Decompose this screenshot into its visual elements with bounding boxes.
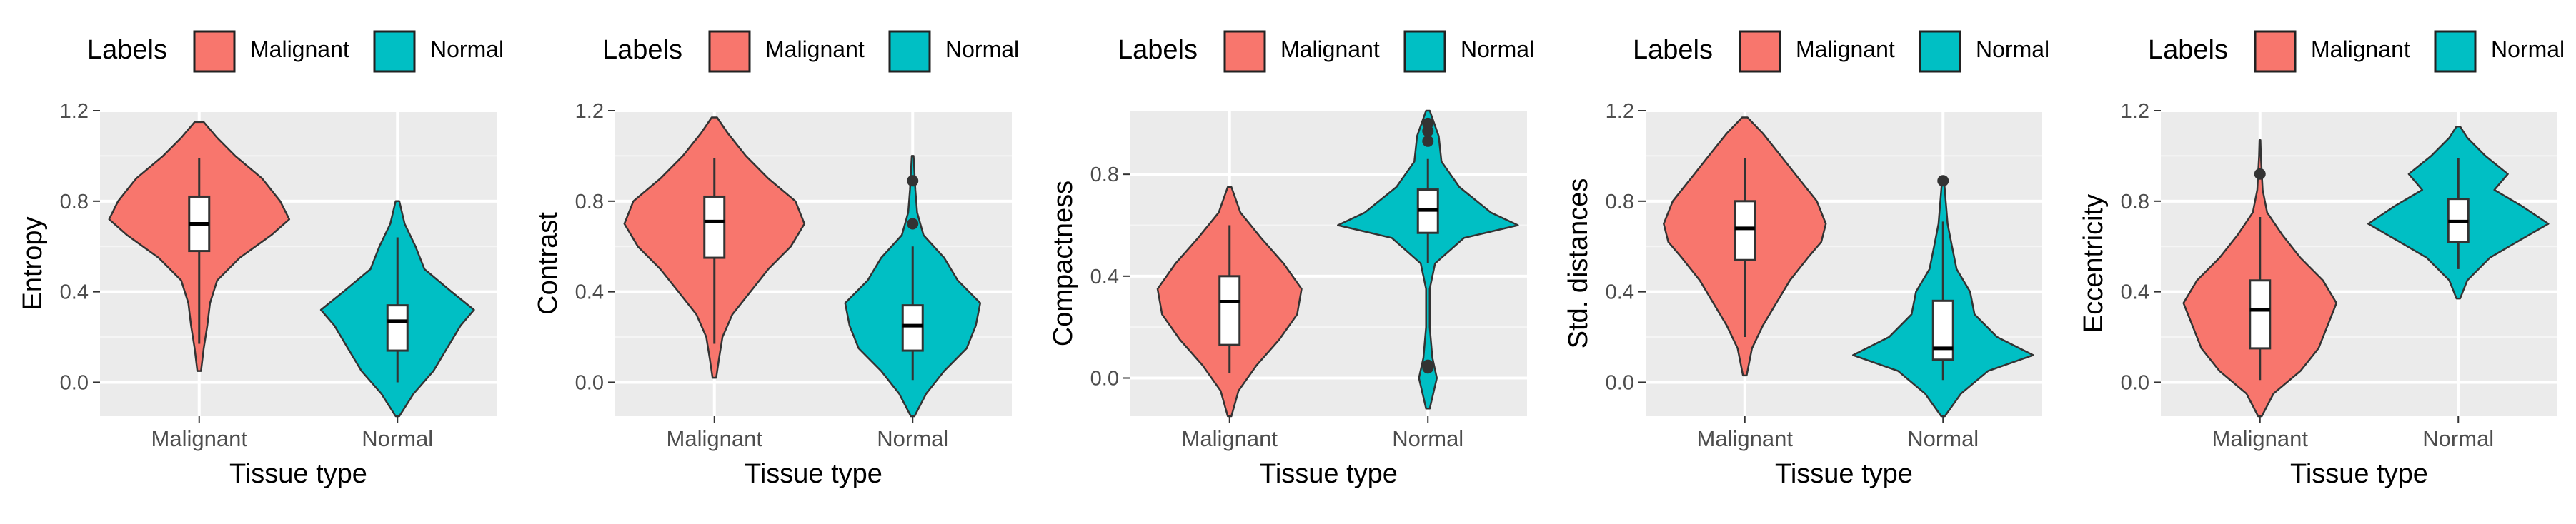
y-tick-label: 1.2 bbox=[575, 100, 604, 123]
box-outlier-point bbox=[2254, 168, 2266, 180]
y-tick-label: 0.4 bbox=[2121, 281, 2149, 304]
box-outlier-point bbox=[907, 175, 919, 187]
x-tick-label: Normal bbox=[2422, 426, 2494, 451]
legend-title: Labels bbox=[1633, 35, 1713, 65]
legend: Labels Malignant Normal bbox=[87, 29, 504, 74]
legend-swatch-normal bbox=[373, 30, 416, 73]
legend-label-normal: Normal bbox=[1976, 36, 2049, 62]
legend-title: Labels bbox=[1118, 35, 1198, 65]
legend-title: Labels bbox=[87, 35, 167, 65]
box-iqr bbox=[1734, 200, 1756, 261]
y-tick-label: 0.8 bbox=[2121, 191, 2149, 213]
legend: Labels Malignant Normal bbox=[1633, 29, 2049, 74]
y-tick-label: 0.4 bbox=[60, 281, 89, 304]
x-tick-label: Malignant bbox=[1697, 426, 1794, 451]
legend-swatch-normal bbox=[1919, 30, 1961, 73]
x-axis-title: Tissue type bbox=[1775, 459, 1913, 489]
legend-swatch-malignant bbox=[2254, 30, 2297, 73]
chart-panel-5: Labels Malignant Normal 0.0 0.4 0.8 1.2 Maligna… bbox=[2079, 29, 2565, 489]
y-tick-label: 0.4 bbox=[1606, 281, 1634, 304]
y-axis-title: Eccentricity bbox=[2079, 194, 2109, 333]
x-axis-title: Tissue type bbox=[1260, 459, 1398, 489]
legend-swatch-normal bbox=[2434, 30, 2477, 73]
y-tick-label: 0.8 bbox=[1090, 163, 1119, 186]
y-tick-label: 0.0 bbox=[1606, 371, 1634, 394]
x-tick-label: Normal bbox=[1392, 426, 1463, 451]
legend-swatch-malignant bbox=[1739, 30, 1781, 73]
box-outlier-point bbox=[1937, 175, 1949, 187]
box-outlier-point bbox=[1422, 359, 1434, 371]
x-tick-label: Normal bbox=[877, 426, 948, 451]
legend: Labels Malignant Normal bbox=[602, 29, 1019, 74]
y-tick-label: 1.2 bbox=[1606, 100, 1634, 123]
box-iqr bbox=[1931, 299, 1954, 361]
box-iqr bbox=[703, 195, 726, 259]
chart-panel-4: Labels Malignant Normal 0.0 0.4 0.8 1.2 Maligna… bbox=[1563, 29, 2049, 489]
box-outlier-point bbox=[907, 218, 919, 230]
y-tick-label: 0.4 bbox=[1090, 266, 1119, 288]
y-axis-title: Compactness bbox=[1048, 181, 1078, 346]
legend-label-malignant: Malignant bbox=[1796, 36, 1895, 62]
x-tick-label: Malignant bbox=[1182, 426, 1278, 451]
legend-label-malignant: Malignant bbox=[250, 36, 349, 62]
x-tick-label: Malignant bbox=[151, 426, 248, 451]
y-tick-label: 0.0 bbox=[575, 371, 604, 394]
legend-title: Labels bbox=[2148, 35, 2228, 65]
y-tick-label: 0.8 bbox=[1606, 191, 1634, 213]
y-tick-label: 0.0 bbox=[2121, 371, 2149, 394]
x-tick-label: Malignant bbox=[667, 426, 763, 451]
legend-label-normal: Normal bbox=[1461, 36, 1534, 62]
legend: Labels Malignant Normal bbox=[2148, 29, 2565, 74]
y-axis-title: Contrast bbox=[533, 212, 563, 315]
box-iqr bbox=[901, 304, 924, 352]
legend-label-normal: Normal bbox=[2491, 36, 2565, 62]
legend-swatch-normal bbox=[1403, 30, 1446, 73]
legend-label-malignant: Malignant bbox=[765, 36, 865, 62]
y-tick-label: 1.2 bbox=[2121, 100, 2149, 123]
x-tick-label: Malignant bbox=[2212, 426, 2309, 451]
x-tick-label: Normal bbox=[362, 426, 433, 451]
legend: Labels Malignant Normal bbox=[1118, 29, 1534, 74]
box-iqr bbox=[386, 304, 409, 352]
legend-label-malignant: Malignant bbox=[1280, 36, 1380, 62]
legend-swatch-normal bbox=[888, 30, 931, 73]
y-axis-title: Entropy bbox=[18, 217, 48, 311]
chart-panel-3: Labels Malignant Normal 0.0 0.4 0.8 Malignant N… bbox=[1048, 29, 1534, 489]
legend-swatch-malignant bbox=[193, 30, 236, 73]
x-tick-label: Normal bbox=[1907, 426, 1979, 451]
y-axis-title: Std. distances bbox=[1563, 178, 1593, 349]
chart-panel-1: Labels Malignant Normal 0.0 0.4 0.8 1.2 Maligna… bbox=[18, 29, 504, 489]
legend-label-normal: Normal bbox=[945, 36, 1019, 62]
y-tick-label: 0.8 bbox=[60, 191, 89, 213]
legend-title: Labels bbox=[602, 35, 682, 65]
legend-swatch-malignant bbox=[1223, 30, 1266, 73]
chart-panel-2: Labels Malignant Normal 0.0 0.4 0.8 1.2 Maligna… bbox=[533, 29, 1019, 489]
box-iqr bbox=[1218, 275, 1241, 346]
x-axis-title: Tissue type bbox=[2290, 459, 2428, 489]
y-tick-label: 0.4 bbox=[575, 281, 604, 304]
legend-label-malignant: Malignant bbox=[2311, 36, 2410, 62]
y-tick-label: 0.8 bbox=[575, 191, 604, 213]
x-axis-title: Tissue type bbox=[229, 459, 367, 489]
box-outlier-point bbox=[1422, 117, 1434, 129]
y-tick-label: 1.2 bbox=[60, 100, 89, 123]
legend-swatch-malignant bbox=[708, 30, 751, 73]
box-outlier-point bbox=[1422, 135, 1434, 147]
y-tick-label: 0.0 bbox=[60, 371, 89, 394]
legend-label-normal: Normal bbox=[430, 36, 504, 62]
x-axis-title: Tissue type bbox=[745, 459, 882, 489]
box-iqr bbox=[2249, 279, 2272, 350]
y-tick-label: 0.0 bbox=[1090, 368, 1119, 391]
